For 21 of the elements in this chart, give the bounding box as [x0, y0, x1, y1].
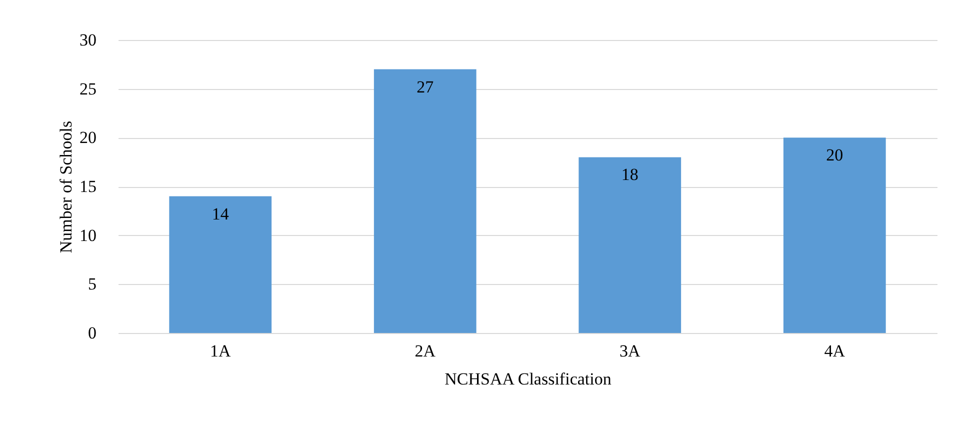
y-tick-label: 20	[80, 128, 96, 148]
x-tick-label: 4A	[824, 342, 846, 360]
data-label: 27	[416, 77, 434, 96]
bar	[783, 138, 886, 333]
y-tick-label: 10	[80, 226, 96, 245]
data-label: 18	[621, 165, 638, 184]
x-tick-label: 2A	[414, 342, 436, 360]
x-tick-label: 1A	[210, 342, 232, 360]
x-tick-label: 3A	[619, 342, 641, 360]
y-tick-label: 25	[80, 79, 96, 98]
bar	[578, 157, 682, 333]
y-tick-label: 0	[88, 324, 96, 342]
data-label: 20	[826, 146, 844, 165]
bar	[169, 196, 272, 333]
data-label: 14	[212, 204, 230, 224]
y-tick-label: 15	[80, 177, 96, 196]
y-tick-label: 30	[80, 30, 96, 50]
y-tick-label: 5	[88, 274, 96, 294]
bar	[374, 69, 476, 333]
x-axis-title: NCHSAA Classification	[444, 370, 612, 388]
y-axis-title: Number of Schools	[56, 120, 76, 254]
